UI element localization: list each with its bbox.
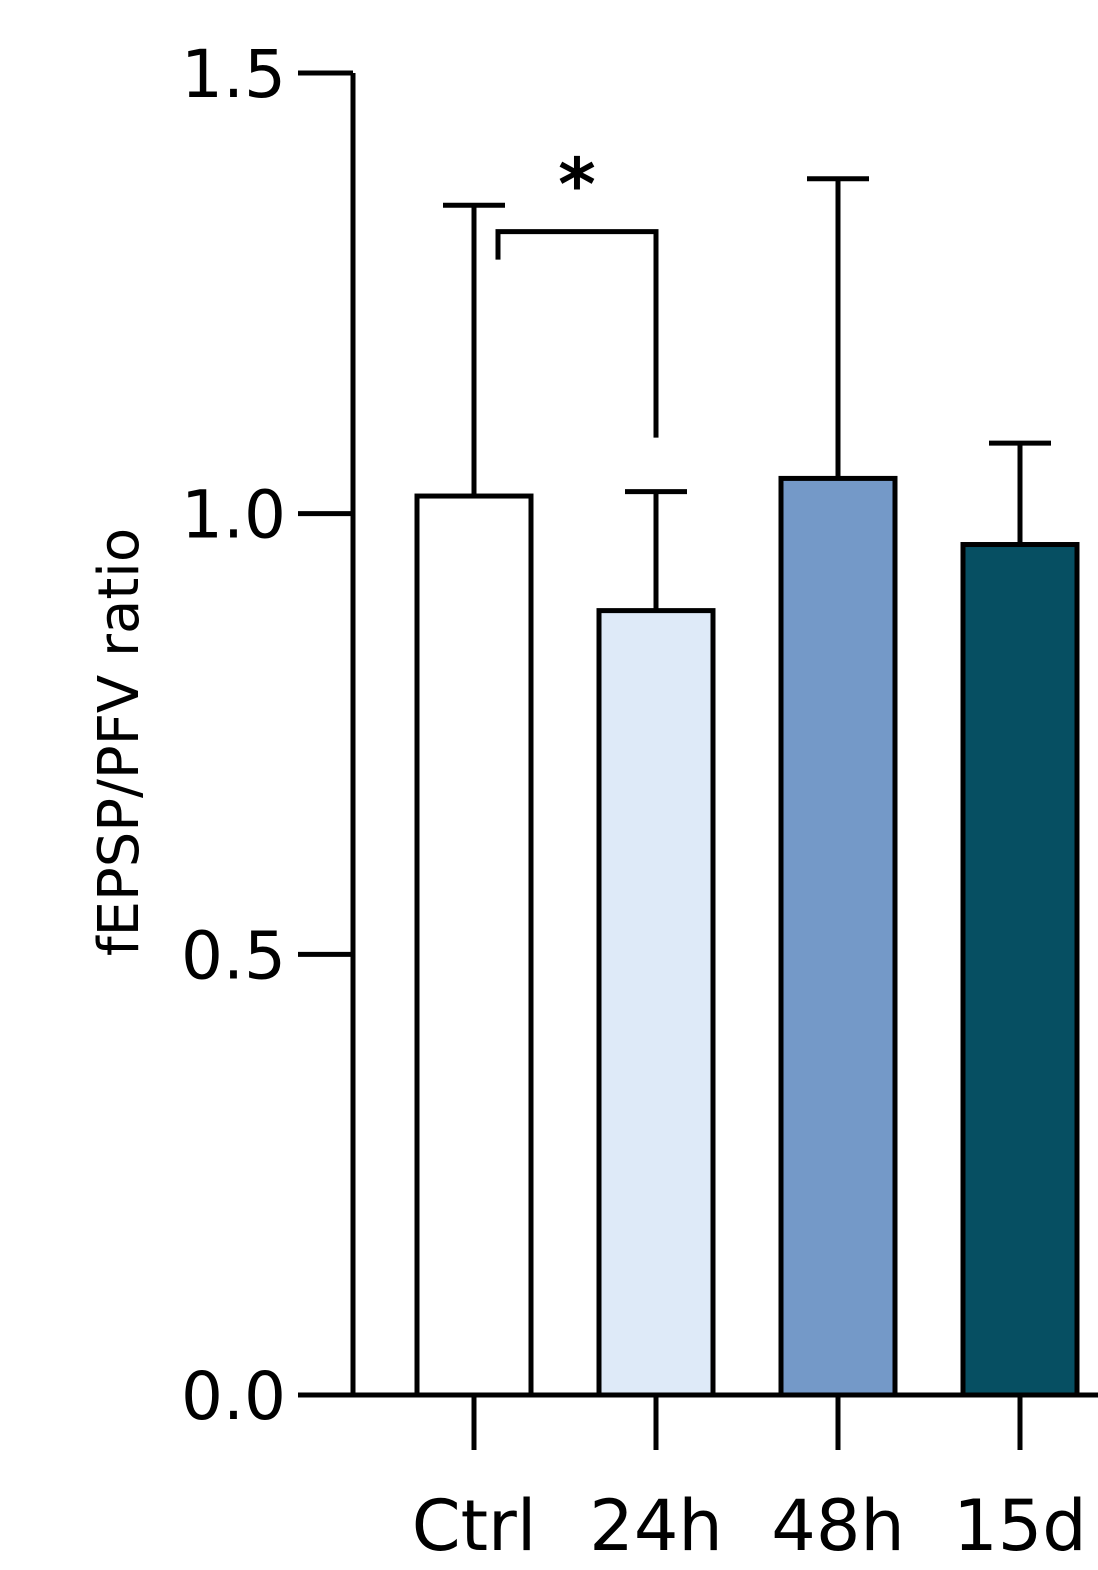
y-tick-label: 1.0 (181, 477, 286, 554)
y-tick-label: 0.0 (181, 1358, 286, 1435)
y-tick-label: 1.5 (181, 36, 286, 113)
x-tick-label: 24h (589, 1485, 722, 1567)
y-axis-title: fEPSP/PFV ratio (87, 528, 152, 956)
x-tick-label: 15d (953, 1485, 1087, 1567)
x-tick-label: Ctrl (412, 1485, 537, 1567)
x-tick-label: 48h (771, 1485, 904, 1567)
bar-24h (599, 611, 713, 1395)
bar-ctrl (417, 496, 531, 1395)
bar-48h (781, 478, 895, 1395)
y-tick-label: 0.5 (181, 917, 286, 994)
bar-15d (963, 545, 1077, 1395)
significance-label: * (558, 143, 596, 227)
significance-bracket (498, 232, 656, 438)
